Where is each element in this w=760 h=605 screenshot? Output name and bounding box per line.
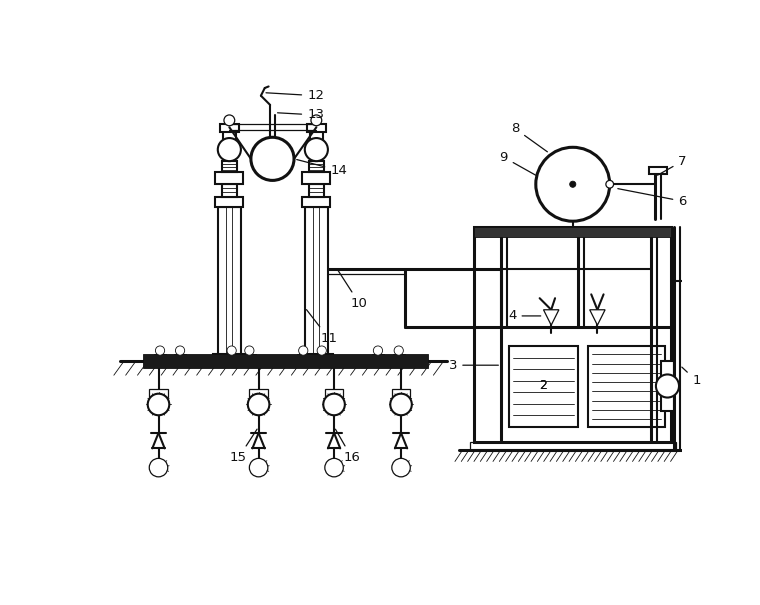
Circle shape <box>305 138 328 161</box>
Circle shape <box>156 346 165 355</box>
Bar <box>325 389 344 397</box>
Bar <box>297 354 309 360</box>
Text: 15: 15 <box>230 429 257 464</box>
Bar <box>223 130 236 149</box>
Bar <box>393 354 405 360</box>
Text: 5: 5 <box>0 604 1 605</box>
Bar <box>222 161 237 172</box>
Circle shape <box>251 137 294 180</box>
Text: 14: 14 <box>296 160 347 177</box>
Bar <box>213 354 245 363</box>
Bar <box>143 354 428 367</box>
Text: 4: 4 <box>508 309 540 322</box>
Bar <box>222 185 237 197</box>
Text: 11: 11 <box>306 310 337 345</box>
Circle shape <box>373 346 382 355</box>
Circle shape <box>147 394 169 415</box>
Circle shape <box>656 374 679 397</box>
Circle shape <box>224 115 235 126</box>
Polygon shape <box>590 310 605 325</box>
Bar <box>174 354 186 360</box>
Circle shape <box>299 346 308 355</box>
Circle shape <box>325 459 344 477</box>
Bar <box>392 389 410 397</box>
Circle shape <box>245 346 254 355</box>
Bar <box>216 197 243 208</box>
Text: 10: 10 <box>337 269 368 310</box>
Bar <box>300 354 333 363</box>
Text: 7: 7 <box>657 155 687 175</box>
Circle shape <box>227 346 236 355</box>
Text: 12: 12 <box>266 89 324 102</box>
Bar <box>310 130 322 149</box>
Bar <box>226 354 238 360</box>
Bar <box>685 276 694 285</box>
Bar <box>660 361 674 411</box>
Circle shape <box>149 459 168 477</box>
Bar <box>302 172 330 185</box>
Text: 6: 6 <box>618 189 686 208</box>
Bar <box>588 346 665 427</box>
Bar <box>249 389 268 397</box>
Text: 1: 1 <box>682 367 701 387</box>
Bar <box>509 346 578 427</box>
Bar <box>149 389 168 397</box>
Text: 13: 13 <box>277 108 324 122</box>
Bar <box>309 185 324 197</box>
Circle shape <box>391 394 412 415</box>
Bar <box>154 354 166 360</box>
Circle shape <box>606 180 613 188</box>
Bar <box>305 208 328 355</box>
Circle shape <box>394 346 404 355</box>
Circle shape <box>176 346 185 355</box>
Circle shape <box>317 346 326 355</box>
Bar <box>470 442 676 450</box>
Circle shape <box>218 138 241 161</box>
Bar <box>474 227 670 442</box>
Text: 16: 16 <box>335 429 360 464</box>
Circle shape <box>323 394 345 415</box>
Text: 2: 2 <box>540 379 547 393</box>
Bar <box>474 227 670 237</box>
Bar <box>218 208 241 355</box>
Circle shape <box>392 459 410 477</box>
Bar <box>243 354 255 360</box>
Text: 8: 8 <box>511 122 547 152</box>
Bar <box>302 197 330 208</box>
Bar <box>216 172 243 185</box>
Circle shape <box>536 147 610 221</box>
Circle shape <box>570 181 576 188</box>
Bar <box>307 124 325 132</box>
Bar <box>649 166 667 174</box>
Bar <box>220 124 239 132</box>
Bar <box>315 354 328 360</box>
Text: 3: 3 <box>448 359 499 371</box>
Bar <box>372 354 384 360</box>
Circle shape <box>311 115 321 126</box>
Circle shape <box>249 459 268 477</box>
Text: 2: 2 <box>540 379 547 393</box>
Text: 9: 9 <box>499 151 536 175</box>
Circle shape <box>248 394 269 415</box>
Polygon shape <box>543 310 559 325</box>
Bar <box>309 161 324 172</box>
